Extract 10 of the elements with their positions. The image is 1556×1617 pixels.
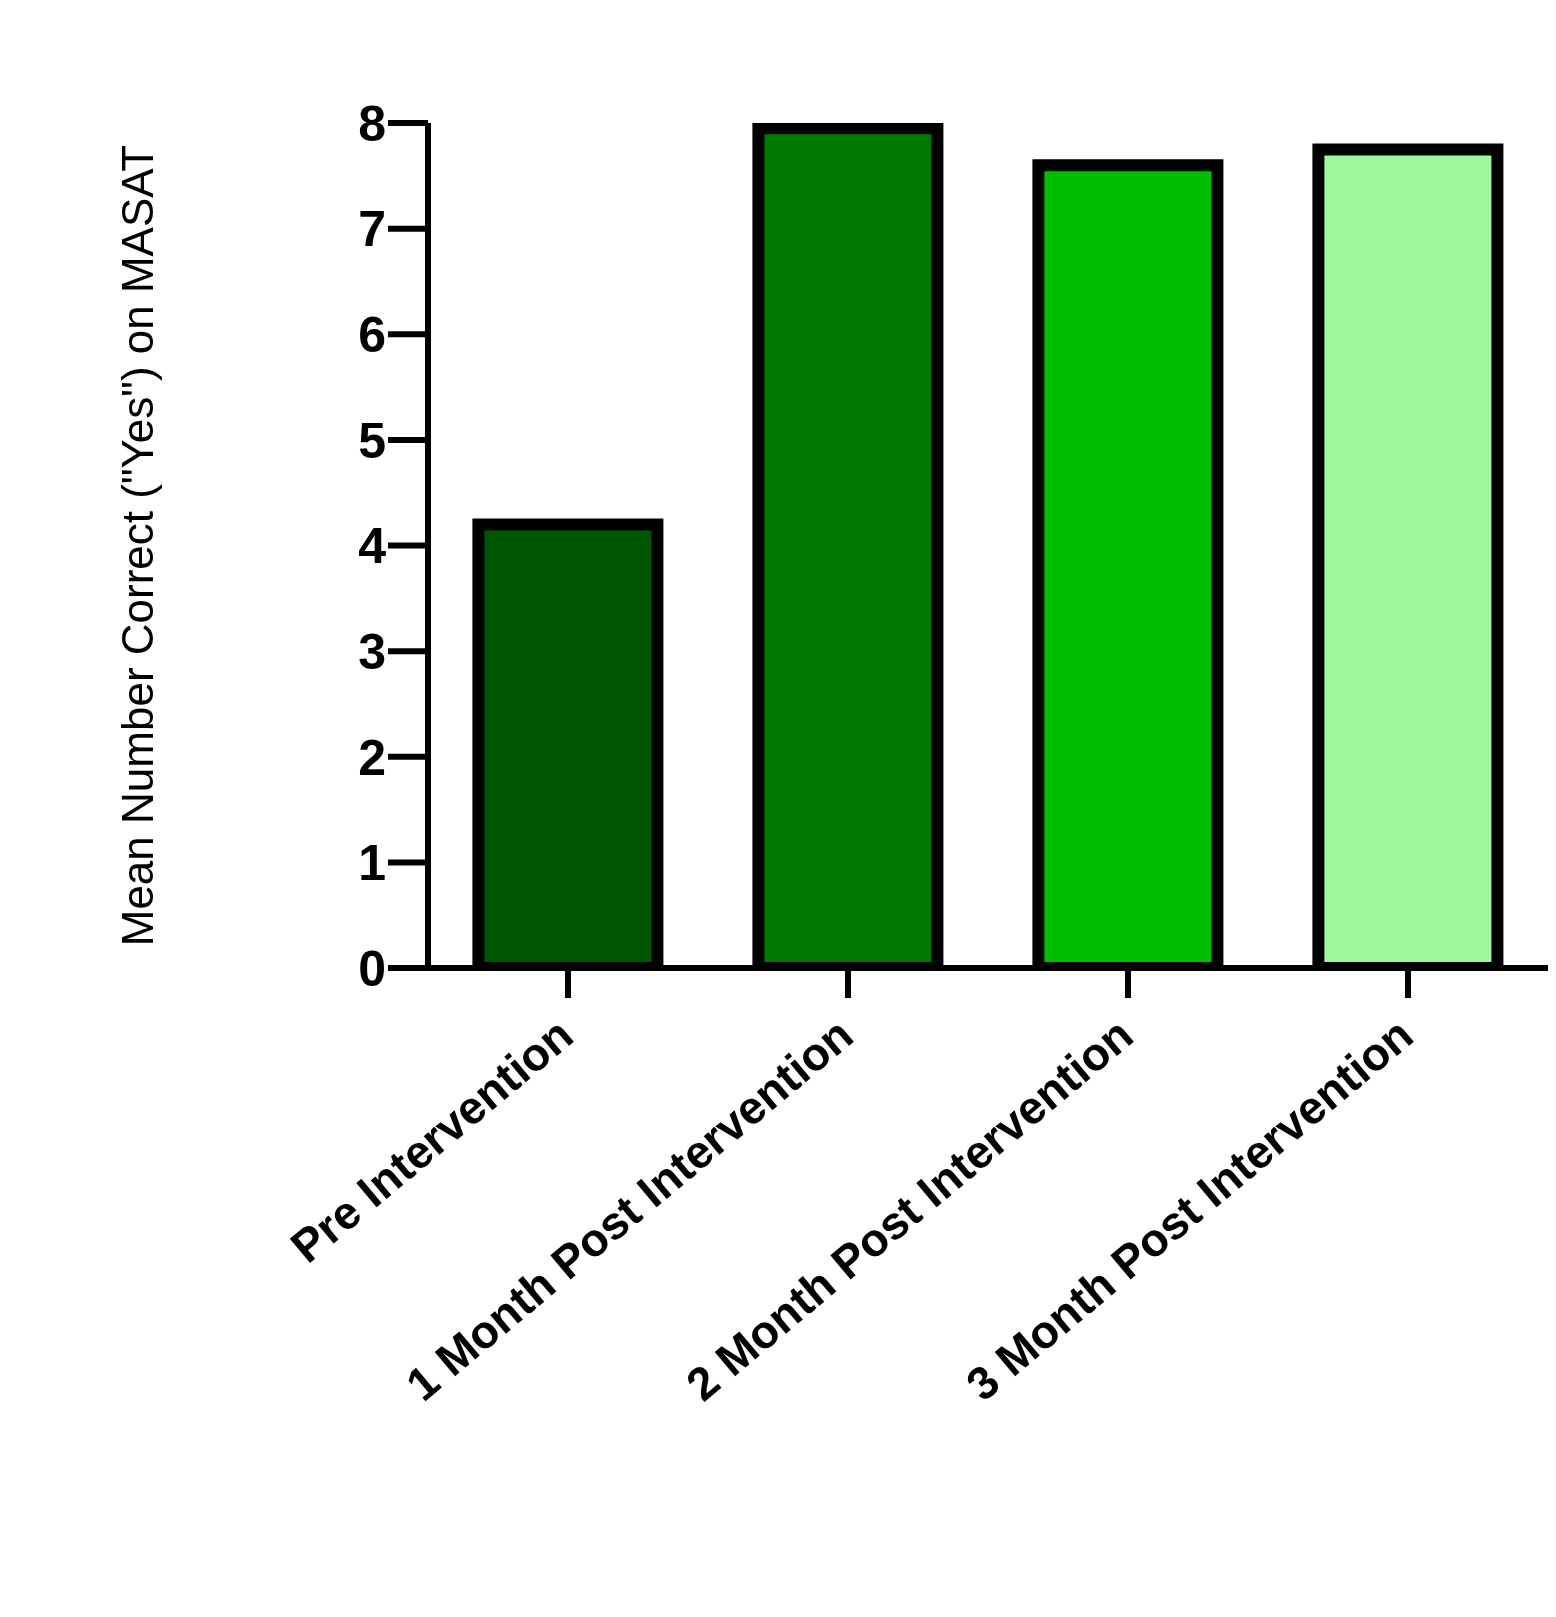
y-axis-title: Mean Number Correct ("Yes") on MASAT bbox=[113, 144, 162, 947]
y-tick-label: 1 bbox=[358, 835, 386, 892]
y-tick-label: 6 bbox=[358, 307, 386, 363]
y-tick-label: 3 bbox=[358, 623, 386, 680]
y-tick-label: 7 bbox=[358, 201, 386, 258]
y-tick-label: 8 bbox=[358, 95, 386, 152]
y-tick-label: 2 bbox=[358, 729, 386, 786]
y-tick-label: 5 bbox=[358, 412, 386, 469]
y-tick-label: 0 bbox=[358, 940, 386, 997]
y-tick-label: 4 bbox=[358, 518, 387, 575]
